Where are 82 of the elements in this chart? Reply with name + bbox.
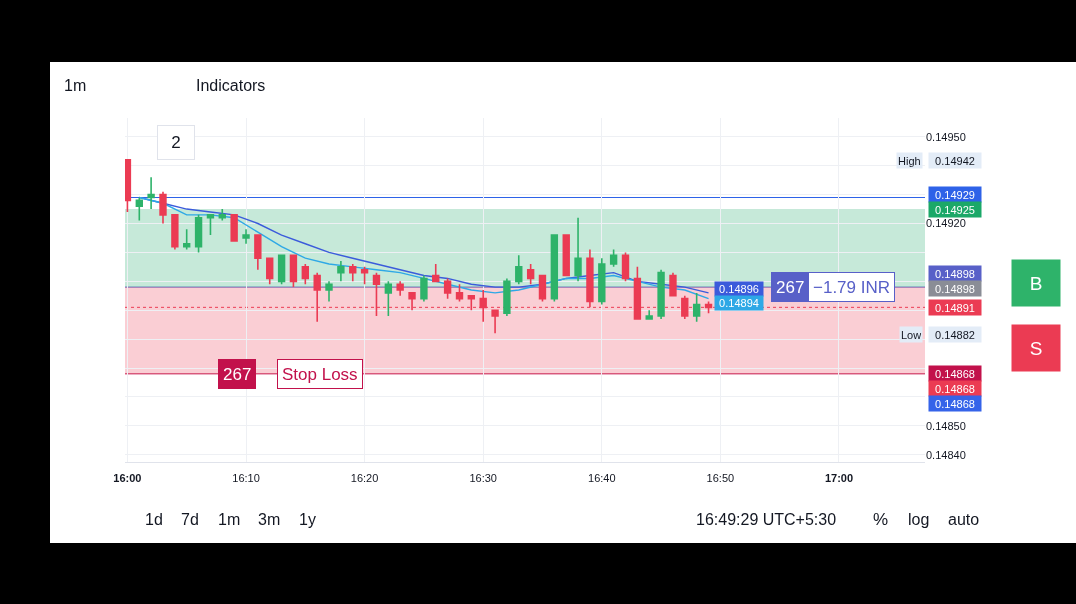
x-tick-label: 16:40 — [588, 472, 616, 485]
candlestick — [171, 214, 179, 251]
text: 1m — [218, 511, 241, 528]
candlestick — [230, 214, 238, 242]
candlestick — [147, 176, 155, 210]
candlestick — [194, 214, 203, 254]
candlestick — [503, 277, 511, 317]
text: 7d — [181, 511, 199, 528]
text: 0.14868 — [935, 397, 975, 410]
candlestick — [432, 263, 440, 283]
annotation: Low — [901, 328, 922, 341]
candlestick — [183, 228, 191, 251]
candlestick — [443, 277, 452, 300]
candlestick — [621, 251, 630, 283]
x-tick-label: 17:00 — [824, 472, 854, 485]
candlestick — [538, 274, 547, 303]
text: 0.14942 — [935, 154, 975, 167]
text: 16:49:29 UTC+5:30 — [696, 511, 837, 528]
x-tick-label: 16:00 — [113, 472, 142, 485]
band-label: 0.14925 — [935, 203, 975, 216]
candlestick — [254, 234, 262, 271]
candlestick — [125, 159, 132, 213]
text: 0.14882 — [935, 328, 975, 341]
candlestick — [455, 283, 464, 303]
x-tick-label: 16:20 — [350, 472, 379, 485]
candlestick — [657, 268, 665, 320]
candlestick — [669, 271, 677, 297]
annotation: Stop Loss — [282, 364, 358, 384]
x-tick-label: 16:50 — [706, 472, 735, 485]
candlestick — [289, 254, 298, 288]
annotation: 267 — [776, 277, 805, 297]
candlestick — [550, 234, 559, 303]
candlestick — [692, 292, 701, 323]
text: 0.14898 — [935, 282, 975, 295]
candlestick — [277, 254, 286, 286]
text: log — [908, 511, 930, 528]
text: auto — [948, 511, 980, 528]
ref-line-label: 0.14891 — [935, 301, 975, 314]
annotation: 267 — [223, 364, 252, 384]
annotation: High — [898, 154, 921, 167]
data-label: 0.14896 — [719, 283, 759, 295]
text: 1y — [299, 511, 316, 528]
annotation: −1.79 INR — [813, 277, 891, 297]
y-tick-label: 0.14920 — [926, 217, 966, 230]
candlestick — [609, 248, 618, 268]
candlestick — [301, 263, 309, 286]
candlestick — [337, 260, 345, 283]
ref-line-label: 0.14929 — [935, 188, 975, 201]
text: S — [1029, 337, 1043, 359]
text: B — [1029, 272, 1043, 294]
x-tick-label: 16:30 — [469, 472, 497, 485]
text: 3m — [258, 511, 281, 528]
candlestick — [420, 274, 428, 303]
candlestick — [159, 190, 167, 225]
candlestick — [645, 309, 653, 320]
candlestick — [526, 263, 535, 286]
text: 1m — [64, 77, 87, 94]
candlestick — [266, 257, 274, 286]
ref-line-label: 0.14868 — [935, 367, 975, 380]
candlestick — [384, 280, 393, 317]
candlestick — [396, 280, 404, 297]
text: Indicators — [196, 77, 266, 94]
x-tick-label: 16:10 — [232, 472, 260, 485]
y-tick-label: 0.14840 — [926, 448, 966, 461]
candlestick — [242, 228, 250, 245]
text: 1d — [145, 511, 163, 528]
text: 0.14868 — [935, 382, 975, 395]
candlestick — [598, 257, 606, 306]
candlestick — [574, 216, 582, 283]
candlestick — [562, 234, 570, 277]
candlestick — [135, 196, 143, 222]
text: % — [873, 510, 889, 529]
y-tick-label: 0.14850 — [926, 419, 966, 432]
candlestick — [206, 214, 215, 236]
candlestick — [515, 254, 523, 286]
candlestick — [349, 263, 357, 283]
data-label: 0.14894 — [719, 297, 759, 309]
ref-line-label: 0.14898 — [935, 267, 975, 280]
candlestick — [325, 280, 333, 303]
y-tick-label: 0.14950 — [926, 130, 966, 143]
annotation: 2 — [171, 133, 181, 152]
candlestick — [218, 208, 226, 222]
